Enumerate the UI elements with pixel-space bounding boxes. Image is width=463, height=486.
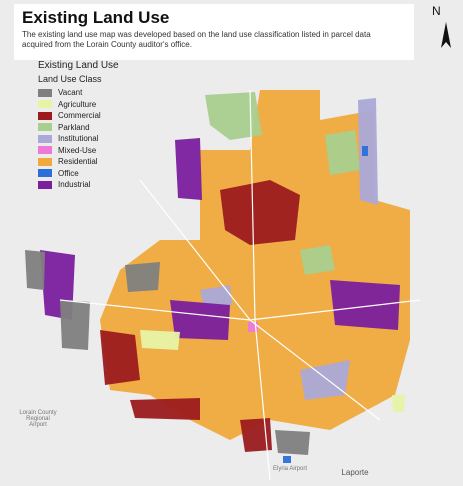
legend-swatch — [38, 111, 52, 120]
land-parcel — [275, 430, 310, 455]
land-parcel — [362, 146, 368, 156]
land-parcel — [130, 398, 200, 420]
land-parcel — [100, 90, 410, 440]
place-label: Lorain County Regional Airport — [19, 410, 57, 428]
north-label: N — [432, 4, 441, 18]
land-parcel — [170, 300, 230, 340]
land-parcel — [240, 418, 272, 452]
land-parcel — [392, 395, 405, 412]
land-parcel — [140, 330, 180, 350]
land-parcel — [175, 138, 202, 200]
legend: Existing Land Use Land Use Class Vacant A… — [38, 60, 119, 191]
legend-subtitle: Land Use Class — [38, 74, 102, 84]
legend-label: Office — [58, 168, 79, 178]
legend-label: Industrial — [58, 180, 91, 190]
legend-label: Parkland — [58, 122, 90, 132]
legend-entry: Institutional — [38, 133, 119, 145]
legend-swatch — [38, 146, 52, 155]
legend-entry: Residential — [38, 156, 119, 168]
land-parcel — [205, 92, 262, 140]
legend-swatch — [38, 123, 52, 132]
legend-swatch — [38, 100, 52, 109]
legend-entry: Office — [38, 168, 119, 180]
legend-swatch — [38, 169, 52, 178]
legend-label: Institutional — [58, 134, 99, 144]
legend-entry: Commercial — [38, 110, 119, 122]
land-parcel — [325, 130, 360, 175]
legend-title: Existing Land Use — [38, 60, 119, 71]
land-parcel — [300, 245, 335, 275]
legend-swatch — [38, 134, 52, 143]
land-parcel — [100, 330, 140, 385]
legend-entry: Agriculture — [38, 99, 119, 111]
place-label: Laporte — [341, 468, 369, 477]
legend-entry: Industrial — [38, 179, 119, 191]
legend-label: Vacant — [58, 88, 83, 98]
land-parcel — [330, 280, 400, 330]
legend-label: Residential — [58, 157, 98, 167]
place-label: Elyria Airport — [272, 466, 307, 472]
legend-swatch — [38, 157, 52, 166]
header: Existing Land Use The existing land use … — [14, 4, 414, 60]
title: Existing Land Use — [22, 8, 170, 27]
legend-label: Commercial — [58, 111, 101, 121]
legend-swatch — [38, 88, 52, 97]
land-parcel — [125, 262, 160, 292]
land-parcel — [60, 300, 90, 350]
road — [249, 89, 271, 481]
legend-label: Mixed-Use — [58, 145, 97, 155]
north-arrow — [441, 22, 451, 48]
land-parcel — [220, 180, 300, 245]
legend-entry: Mixed-Use — [38, 145, 119, 157]
land-parcel — [300, 360, 350, 400]
legend-label: Agriculture — [58, 99, 97, 109]
road — [139, 179, 381, 421]
legend-entry: Vacant — [38, 87, 119, 99]
land-parcel — [283, 456, 291, 463]
legend-rows: Vacant Agriculture Commercial Parkland Insti… — [38, 87, 119, 191]
description: The existing land use map was developed … — [22, 30, 371, 49]
legend-entry: Parkland — [38, 122, 119, 134]
land-parcel — [25, 250, 45, 290]
legend-swatch — [38, 180, 52, 189]
